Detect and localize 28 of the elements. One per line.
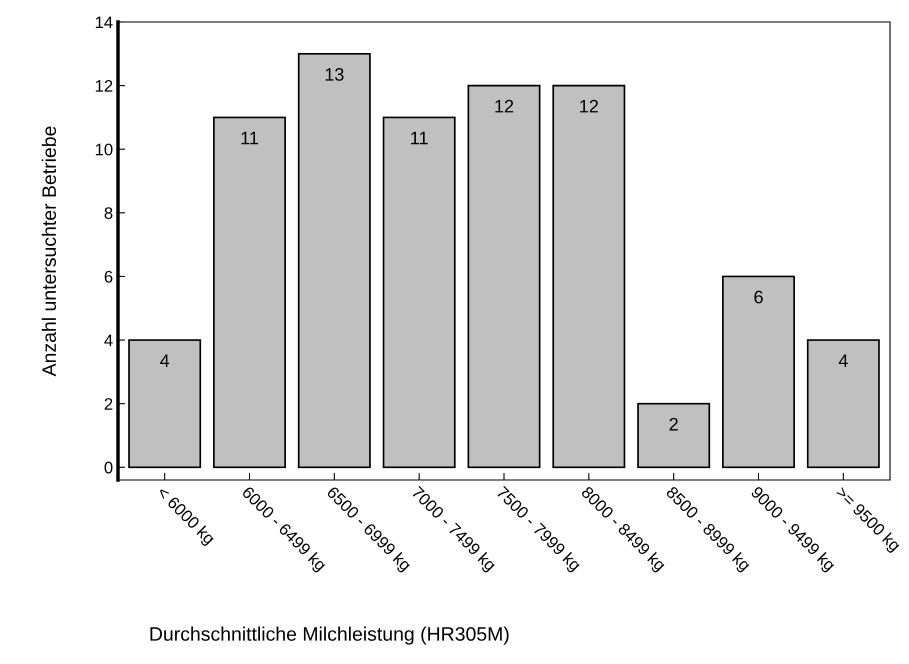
data-label: 12 bbox=[495, 100, 514, 112]
data-label: 2 bbox=[670, 418, 678, 430]
y-axis-title: Anzahl untersuchter Betriebe bbox=[42, 126, 56, 376]
bar bbox=[128, 339, 202, 468]
bar bbox=[213, 116, 286, 468]
bar bbox=[382, 116, 456, 468]
bar bbox=[806, 339, 880, 468]
data-label: 13 bbox=[326, 68, 344, 81]
y-tick-label: 8 bbox=[104, 207, 112, 220]
data-label: 11 bbox=[241, 132, 258, 144]
data-label: 4 bbox=[160, 354, 170, 367]
y-tick-label: 4 bbox=[104, 334, 113, 346]
y-tick-label: 12 bbox=[96, 80, 112, 92]
y-tick-label: 10 bbox=[96, 144, 112, 156]
bar bbox=[722, 276, 795, 468]
y-tick-label: 14 bbox=[96, 16, 113, 28]
y-tick-label: 0 bbox=[104, 462, 112, 474]
data-label: 11 bbox=[411, 132, 428, 144]
data-label: 6 bbox=[754, 290, 763, 304]
x-axis-title: Durchschnittliche Milchleistung (HR305M) bbox=[150, 626, 509, 645]
data-label: 12 bbox=[580, 100, 598, 112]
y-tick-label: 6 bbox=[104, 270, 112, 283]
bar bbox=[552, 84, 626, 468]
y-tick-label: 2 bbox=[104, 398, 112, 410]
bar bbox=[298, 52, 371, 468]
bar bbox=[637, 402, 710, 468]
data-label: 4 bbox=[838, 354, 848, 367]
bar bbox=[468, 84, 540, 468]
